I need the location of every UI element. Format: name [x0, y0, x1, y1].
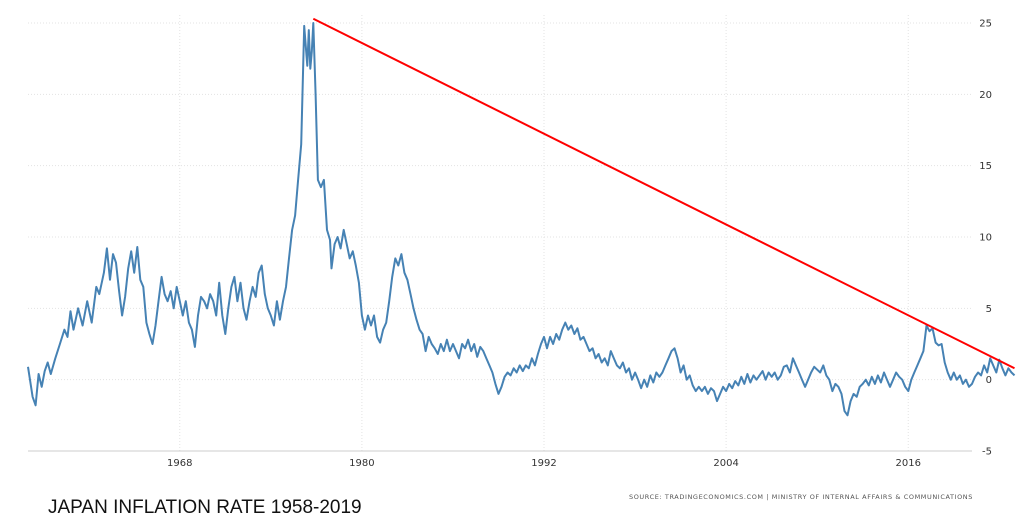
source-note: SOURCE: TRADINGECONOMICS.COM | MINISTRY …: [629, 493, 973, 501]
y-tick-labels: -5 0 5 10 15 20 25: [979, 19, 992, 458]
x-tick-labels: 1968 1980 1992 2004 2016: [167, 458, 921, 469]
x-tick-label: 2004: [713, 458, 738, 469]
x-tick-label: 2016: [896, 458, 921, 469]
y-tick-label: 5: [986, 304, 992, 315]
y-tick-label: -5: [982, 447, 992, 458]
series-line: [27, 22, 1016, 417]
x-gridlines: [179, 15, 909, 451]
y-tick-label: 0: [986, 375, 992, 386]
y-tick-label: 20: [979, 90, 992, 101]
y-tick-label: 25: [979, 19, 992, 30]
trend-group: [312, 17, 1015, 370]
chart-title: JAPAN INFLATION RATE 1958-2019: [48, 497, 362, 518]
x-tick-label: 1992: [531, 458, 556, 469]
y-tick-label: 15: [979, 161, 992, 172]
y-tick-label: 10: [979, 233, 992, 244]
series-group: [27, 22, 1016, 417]
x-tick-label: 1980: [349, 458, 374, 469]
x-tick-label: 1968: [167, 458, 192, 469]
trend-line: [312, 17, 1015, 370]
